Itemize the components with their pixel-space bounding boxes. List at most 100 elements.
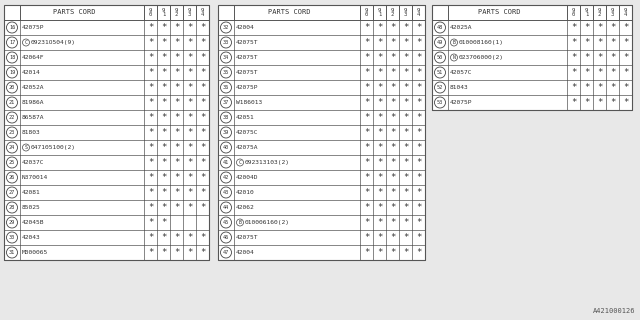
Text: N: N bbox=[452, 55, 456, 60]
Text: *: * bbox=[390, 158, 395, 167]
Text: *: * bbox=[377, 173, 382, 182]
Text: 42004: 42004 bbox=[236, 25, 255, 30]
Text: *: * bbox=[364, 233, 369, 242]
Text: *: * bbox=[377, 233, 382, 242]
Text: *: * bbox=[377, 68, 382, 77]
Text: *: * bbox=[390, 113, 395, 122]
Circle shape bbox=[435, 52, 445, 63]
Text: *: * bbox=[416, 128, 421, 137]
Circle shape bbox=[221, 97, 232, 108]
Text: *: * bbox=[623, 98, 628, 107]
Text: *: * bbox=[187, 38, 192, 47]
Text: 42014: 42014 bbox=[22, 70, 41, 75]
Text: *: * bbox=[403, 248, 408, 257]
Text: *: * bbox=[187, 233, 192, 242]
Circle shape bbox=[221, 187, 232, 198]
Text: 9
1: 9 1 bbox=[378, 8, 381, 17]
Text: *: * bbox=[416, 68, 421, 77]
Text: 43: 43 bbox=[223, 190, 229, 195]
Text: 44: 44 bbox=[223, 205, 229, 210]
Text: *: * bbox=[200, 113, 205, 122]
Circle shape bbox=[435, 22, 445, 33]
Text: *: * bbox=[161, 218, 166, 227]
Text: 50: 50 bbox=[437, 55, 443, 60]
Text: *: * bbox=[390, 53, 395, 62]
Text: *: * bbox=[416, 158, 421, 167]
Text: 24: 24 bbox=[9, 145, 15, 150]
Text: *: * bbox=[161, 203, 166, 212]
Circle shape bbox=[221, 52, 232, 63]
Text: *: * bbox=[390, 218, 395, 227]
Text: 81803: 81803 bbox=[22, 130, 41, 135]
Text: 81043: 81043 bbox=[450, 85, 468, 90]
Text: *: * bbox=[364, 173, 369, 182]
Text: 42052A: 42052A bbox=[22, 85, 45, 90]
Text: 33: 33 bbox=[223, 40, 229, 45]
Text: *: * bbox=[416, 233, 421, 242]
Text: *: * bbox=[390, 98, 395, 107]
Text: *: * bbox=[174, 83, 179, 92]
Text: *: * bbox=[416, 218, 421, 227]
Text: *: * bbox=[174, 38, 179, 47]
Text: *: * bbox=[571, 23, 576, 32]
Circle shape bbox=[6, 127, 17, 138]
Text: B: B bbox=[239, 220, 241, 225]
Text: *: * bbox=[187, 158, 192, 167]
Text: 20: 20 bbox=[9, 85, 15, 90]
Text: 9
0: 9 0 bbox=[149, 8, 152, 17]
Text: *: * bbox=[390, 143, 395, 152]
Text: 47: 47 bbox=[223, 250, 229, 255]
Text: M000065: M000065 bbox=[22, 250, 48, 255]
Text: 25: 25 bbox=[9, 160, 15, 165]
Text: *: * bbox=[623, 68, 628, 77]
Text: *: * bbox=[416, 113, 421, 122]
Text: *: * bbox=[148, 23, 153, 32]
Text: *: * bbox=[187, 113, 192, 122]
Text: *: * bbox=[403, 143, 408, 152]
Text: *: * bbox=[174, 98, 179, 107]
Text: *: * bbox=[597, 83, 602, 92]
Text: *: * bbox=[403, 188, 408, 197]
Circle shape bbox=[6, 187, 17, 198]
Text: *: * bbox=[148, 98, 153, 107]
Text: 34: 34 bbox=[223, 55, 229, 60]
Text: *: * bbox=[148, 233, 153, 242]
Text: *: * bbox=[161, 23, 166, 32]
Text: 40: 40 bbox=[223, 145, 229, 150]
Text: *: * bbox=[174, 188, 179, 197]
Text: 42075P: 42075P bbox=[450, 100, 472, 105]
Text: *: * bbox=[377, 203, 382, 212]
Text: 42037C: 42037C bbox=[22, 160, 45, 165]
Text: *: * bbox=[623, 23, 628, 32]
Text: *: * bbox=[187, 128, 192, 137]
Circle shape bbox=[221, 247, 232, 258]
Text: *: * bbox=[377, 98, 382, 107]
Text: *: * bbox=[161, 143, 166, 152]
Text: *: * bbox=[200, 128, 205, 137]
Text: 9
0: 9 0 bbox=[365, 8, 368, 17]
Text: *: * bbox=[187, 188, 192, 197]
Text: *: * bbox=[200, 53, 205, 62]
Text: *: * bbox=[584, 23, 589, 32]
Circle shape bbox=[237, 219, 243, 226]
Circle shape bbox=[221, 67, 232, 78]
Text: PARTS CORD: PARTS CORD bbox=[268, 10, 310, 15]
Text: *: * bbox=[597, 38, 602, 47]
Text: *: * bbox=[148, 53, 153, 62]
Text: *: * bbox=[174, 53, 179, 62]
Text: *: * bbox=[403, 68, 408, 77]
Text: *: * bbox=[584, 98, 589, 107]
Text: *: * bbox=[200, 83, 205, 92]
Text: 092313103(2): 092313103(2) bbox=[244, 160, 289, 165]
Circle shape bbox=[435, 97, 445, 108]
Text: *: * bbox=[187, 173, 192, 182]
Text: 30: 30 bbox=[9, 235, 15, 240]
Text: *: * bbox=[174, 128, 179, 137]
Text: *: * bbox=[597, 53, 602, 62]
Text: 52: 52 bbox=[437, 85, 443, 90]
Text: *: * bbox=[377, 143, 382, 152]
Text: *: * bbox=[584, 68, 589, 77]
Text: 45: 45 bbox=[223, 220, 229, 225]
Circle shape bbox=[6, 112, 17, 123]
Text: *: * bbox=[416, 203, 421, 212]
